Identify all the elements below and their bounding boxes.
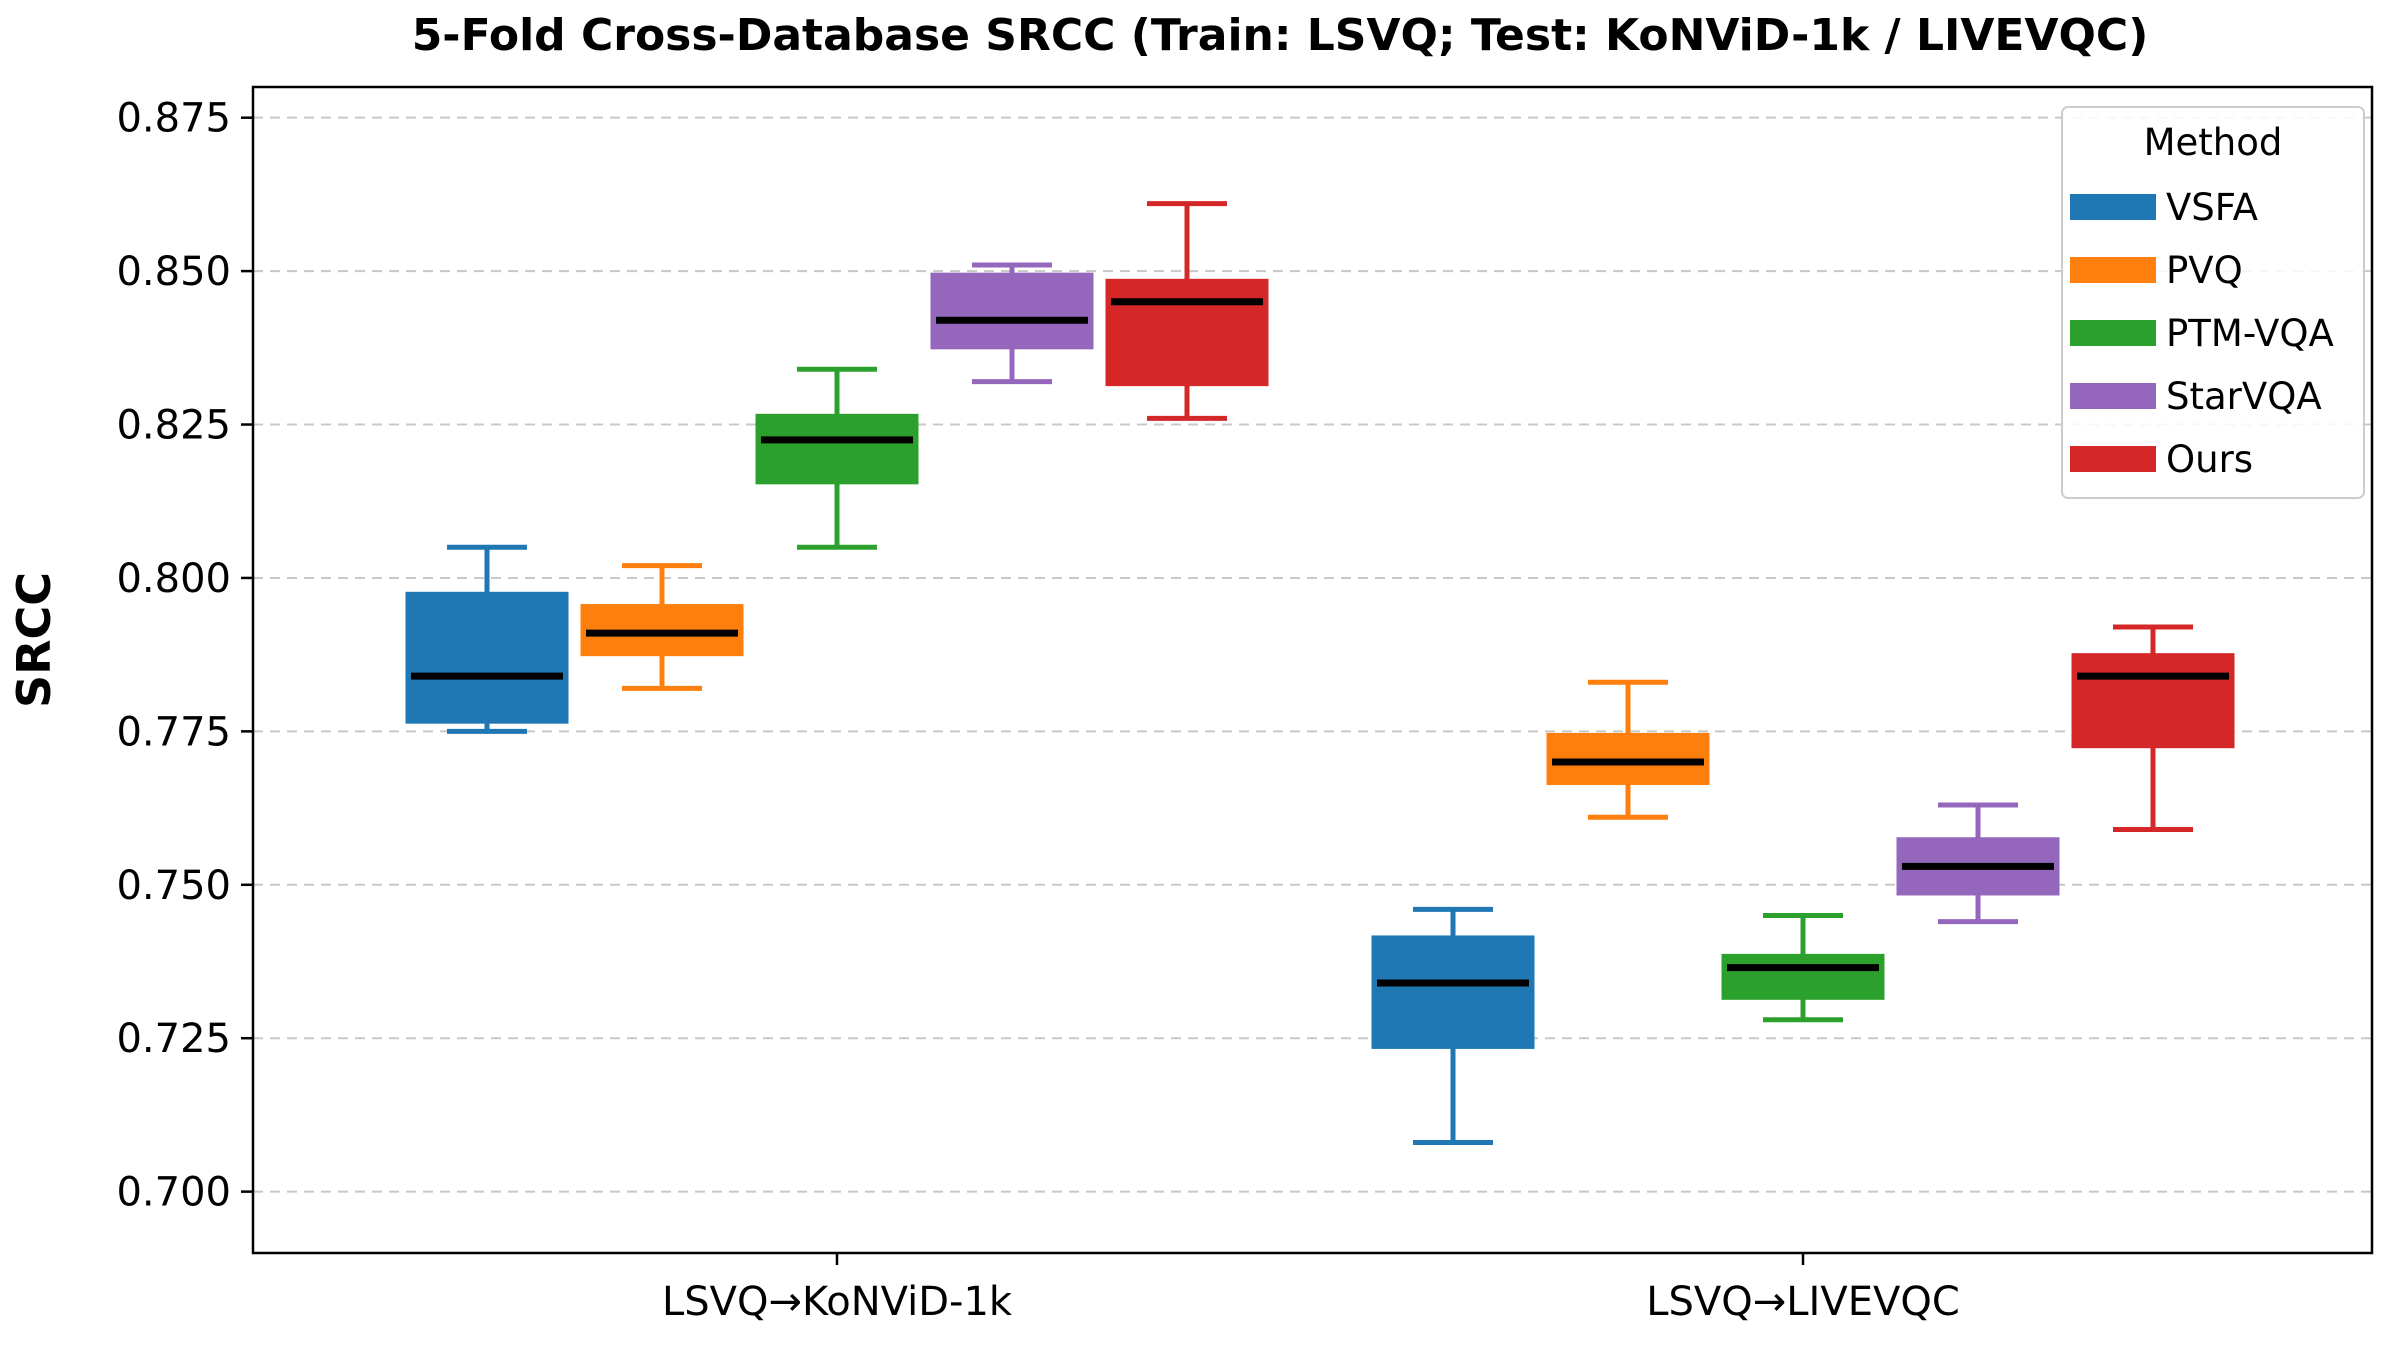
legend-swatch	[2070, 320, 2156, 346]
chart-title: 5-Fold Cross-Database SRCC (Train: LSVQ;…	[412, 10, 2149, 61]
box-ptm-vqa	[755, 366, 919, 550]
y-tick-label: 0.875	[116, 96, 231, 142]
x-tick-label: LSVQ→LIVEVQC	[1646, 1279, 1960, 1325]
legend-label: StarVQA	[2166, 375, 2322, 418]
y-tick-label: 0.775	[116, 709, 231, 755]
box-ptm-vqa	[1721, 912, 1885, 1023]
box-iqr	[1371, 935, 1535, 1049]
legend-label: PVQ	[2166, 249, 2243, 292]
y-tick-label: 0.725	[116, 1016, 231, 1062]
box-starvqa	[1896, 802, 2060, 925]
axes: 0.700 0.725 0.750 0.775 0.800 0.825 0.850 0.875…	[116, 96, 1959, 1325]
y-tick-label: 0.800	[116, 556, 231, 602]
box-iqr	[1105, 278, 1269, 387]
box-vsfa	[1371, 906, 1535, 1146]
box-iqr	[755, 413, 919, 485]
box-iqr	[405, 591, 569, 724]
legend: Method VSFA PVQ PTM-VQA StarVQA Ours	[2061, 106, 2365, 499]
legend-swatch	[2070, 383, 2156, 409]
legend-label: Ours	[2166, 438, 2253, 481]
y-tick-label: 0.700	[116, 1170, 231, 1216]
box-starvqa	[930, 262, 1094, 385]
y-tick-label: 0.850	[116, 249, 231, 295]
x-tick-label: LSVQ→KoNViD-1k	[662, 1279, 1013, 1325]
box-iqr	[930, 272, 1094, 350]
box-ours	[1105, 201, 1269, 421]
y-tick-label: 0.750	[116, 863, 231, 909]
legend-swatch	[2070, 194, 2156, 220]
plot-area-frame	[251, 85, 2374, 1255]
grid-lines	[253, 116, 2372, 1193]
box-iqr	[1721, 953, 1885, 1000]
legend-label: PTM-VQA	[2166, 312, 2334, 355]
legend-title: Method	[2144, 121, 2283, 164]
box-pvq	[580, 563, 744, 691]
y-axis-label: SRCC	[7, 572, 61, 708]
box-pvq	[1546, 679, 1710, 820]
legend-swatch	[2070, 446, 2156, 472]
box-iqr	[2071, 653, 2235, 749]
legend-label: VSFA	[2166, 186, 2258, 229]
y-tick-label: 0.825	[116, 403, 231, 449]
legend-swatch	[2070, 257, 2156, 283]
box-plots	[405, 201, 2235, 1146]
box-ours	[2071, 624, 2235, 833]
box-vsfa	[405, 544, 569, 734]
